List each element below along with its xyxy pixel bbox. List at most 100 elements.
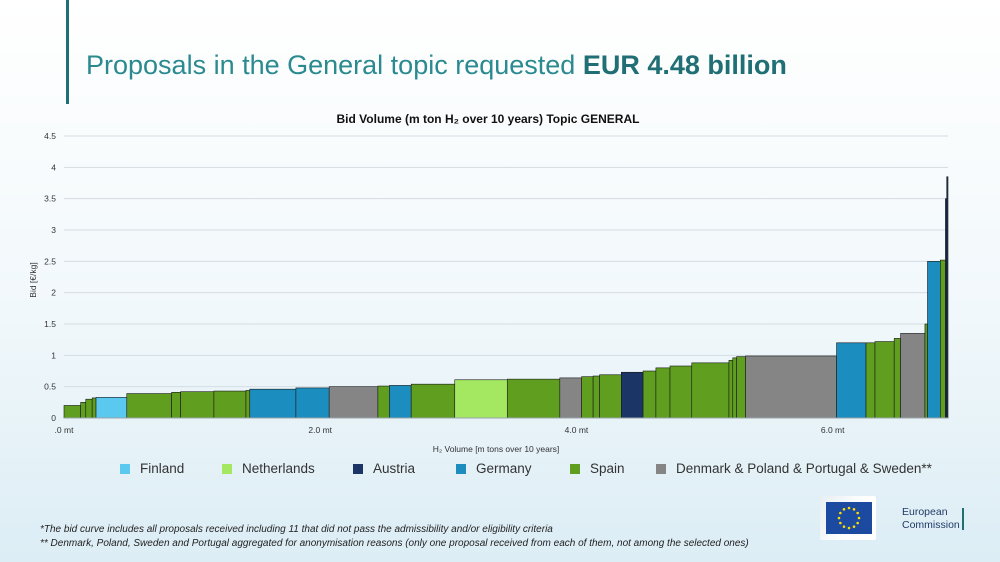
bid-bar-spain xyxy=(180,391,215,419)
slide-title-amount: EUR 4.48 billion xyxy=(582,50,787,80)
legend-label: Denmark & Poland & Portugal & Sweden** xyxy=(676,461,932,476)
flag-star xyxy=(856,521,859,525)
eu-flag-icon xyxy=(826,502,872,534)
y-tick-label: 0.5 xyxy=(44,382,56,392)
legend-label: Germany xyxy=(476,461,532,476)
bid-bar-spain xyxy=(599,374,622,419)
bid-bar-spain xyxy=(506,378,561,419)
legend-item-germany: Germany xyxy=(456,461,532,476)
legend-label: Austria xyxy=(373,461,416,476)
bid-bar-aggregated xyxy=(900,333,926,419)
chart-bars xyxy=(63,176,949,419)
legend-item-spain: Spain xyxy=(570,461,625,476)
x-axis-label: H₂ Volume [m tons over 10 years] xyxy=(433,444,560,454)
legend-swatch xyxy=(222,463,232,474)
flag-star xyxy=(852,508,856,511)
legend-swatch xyxy=(456,463,466,474)
bid-bar-spain xyxy=(410,383,456,419)
european-commission-logo: European Commission xyxy=(820,496,966,540)
bid-bar-germany xyxy=(295,387,330,419)
legend-label: Finland xyxy=(140,461,185,476)
flag-star xyxy=(842,525,846,528)
legend-item-aggregated: Denmark & Poland & Portugal & Sweden** xyxy=(656,461,932,476)
flag-star xyxy=(847,526,851,530)
legend-item-austria: Austria xyxy=(353,461,415,476)
bid-bar-spain xyxy=(893,338,901,419)
chart-legend: Finland Netherlands Austria Germany Spain Den… xyxy=(0,461,1000,481)
bid-bar-spain xyxy=(691,362,730,419)
logo-line-2: Commission xyxy=(902,519,960,531)
bid-bar-aggregated xyxy=(559,377,582,419)
bid-bar-spain xyxy=(924,323,928,419)
slide-title-main: Proposals in the General topic requested xyxy=(86,50,583,80)
legend-swatch xyxy=(656,463,666,474)
flag-star xyxy=(847,506,851,510)
logo-divider xyxy=(962,508,964,530)
legend-swatch xyxy=(120,463,130,474)
bid-bar-spain xyxy=(245,390,251,419)
y-tick-label: 4.5 xyxy=(44,131,56,141)
slide-title: Proposals in the General topic requested… xyxy=(86,50,787,81)
bid-bar-germany xyxy=(249,388,297,419)
title-accent-bar xyxy=(66,0,69,104)
legend-label: Spain xyxy=(590,461,625,476)
bid-bar-spain xyxy=(171,392,181,419)
flag-star xyxy=(839,511,842,515)
bid-bar-netherlands xyxy=(454,379,508,419)
flag-star xyxy=(857,516,861,520)
bid-bar-aggregated xyxy=(328,386,379,419)
flag-star xyxy=(837,516,841,520)
flag-star xyxy=(856,511,859,515)
y-tick-label: 3 xyxy=(51,225,56,235)
footnote-2: ** Denmark, Poland, Sweden and Portugal … xyxy=(40,538,749,549)
y-tick-label: 1 xyxy=(51,350,56,360)
y-tick-label: 4 xyxy=(51,162,56,172)
bid-bar-spain xyxy=(655,367,671,419)
bid-bar-spain xyxy=(669,365,693,419)
bid-bar-austria xyxy=(946,176,949,419)
bid-bar-spain xyxy=(642,370,657,419)
chart-title: Bid Volume (m ton H₂ over 10 years) Topi… xyxy=(337,112,640,126)
bid-bar-spain xyxy=(581,376,594,419)
y-axis-label: Bid [€/kg] xyxy=(28,262,38,297)
logo-line-1: European xyxy=(902,506,948,518)
chart-axes: 0 0.5 1 1.5 2 2.5 3 3.5 4 4.5 .0 mt 2.0 mt 4.0 mt 6.0… xyxy=(44,131,948,435)
bid-bar-spain xyxy=(377,385,390,419)
legend-item-netherlands: Netherlands xyxy=(222,461,315,476)
bid-bar-germany xyxy=(927,261,941,419)
x-tick-label: .0 mt xyxy=(55,425,75,435)
bid-bar-spain xyxy=(736,356,746,419)
bid-bar-spain xyxy=(213,390,247,419)
legend-swatch xyxy=(570,463,580,474)
y-tick-label: 2.5 xyxy=(44,256,56,266)
flag-star xyxy=(842,508,846,511)
flag-star xyxy=(839,521,842,525)
bid-bar-spain xyxy=(865,342,876,419)
bid-bar-spain xyxy=(940,259,946,419)
x-tick-label: 4.0 mt xyxy=(565,425,589,435)
bid-bar-austria xyxy=(621,371,644,419)
bid-bar-germany xyxy=(389,385,412,419)
logo-text: European Commission xyxy=(902,506,960,532)
y-tick-label: 0 xyxy=(51,413,56,423)
bid-bar-germany xyxy=(836,342,867,419)
footnote-1: *The bid curve includes all proposals re… xyxy=(40,524,553,535)
bid-bar-spain xyxy=(732,357,737,419)
y-tick-label: 2 xyxy=(51,288,56,298)
x-tick-label: 2.0 mt xyxy=(308,425,332,435)
bid-bar-aggregated xyxy=(745,355,837,419)
x-tick-label: 6.0 mt xyxy=(821,425,845,435)
bid-bar-spain xyxy=(80,402,87,419)
bid-bar-spain xyxy=(85,398,93,419)
bid-bar-spain xyxy=(63,405,81,419)
legend-label: Netherlands xyxy=(242,461,315,476)
y-tick-label: 3.5 xyxy=(44,194,56,204)
bid-bar-spain xyxy=(126,393,172,419)
legend-item-finland: Finland xyxy=(120,461,184,476)
y-tick-label: 1.5 xyxy=(44,319,56,329)
flag-star xyxy=(852,525,856,528)
bid-bar-spain xyxy=(91,397,97,419)
bid-bar-spain xyxy=(592,375,600,419)
bid-bar-finland xyxy=(95,397,128,419)
